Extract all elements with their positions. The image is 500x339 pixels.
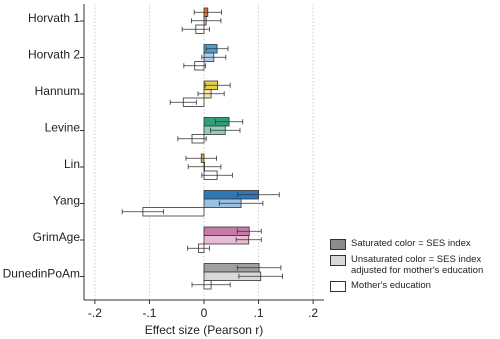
legend-item: Unsaturated color = SES index adjusted f… (330, 254, 495, 276)
y-tick-label: Horvath 2 (28, 48, 80, 62)
x-axis-label: Effect size (Pearson r) (145, 323, 264, 337)
legend-swatch (330, 239, 346, 250)
y-tick-label: DunedinPoAm (3, 267, 80, 281)
x-tick-label: 0 (201, 306, 208, 320)
y-tick-label: Horvath 1 (28, 11, 80, 25)
x-tick-label: -.2 (88, 306, 102, 320)
y-tick-label: Yang (53, 194, 80, 208)
legend-swatch (330, 255, 346, 266)
y-tick-label: Hannum (35, 84, 80, 98)
legend-label: Mother's education (351, 280, 431, 291)
legend-swatch (330, 281, 346, 292)
x-tick-label: .2 (308, 306, 318, 320)
legend-item: Saturated color = SES index (330, 238, 495, 250)
x-tick-label: .1 (254, 306, 264, 320)
legend-label: Saturated color = SES index (351, 238, 471, 249)
x-tick-label: -.1 (142, 306, 156, 320)
legend-item: Mother's education (330, 280, 495, 292)
y-tick-label: GrimAge (33, 230, 81, 244)
y-tick-label: Levine (45, 121, 81, 135)
legend-label: Unsaturated color = SES index adjusted f… (351, 254, 484, 276)
y-tick-label: Lin (64, 157, 80, 171)
